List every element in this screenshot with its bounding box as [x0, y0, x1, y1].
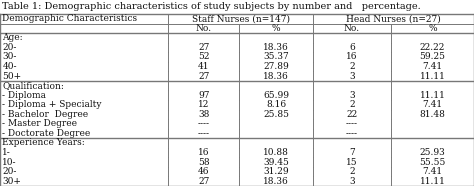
- Text: Staff Nurses (n=147): Staff Nurses (n=147): [191, 14, 290, 23]
- Text: 8.16: 8.16: [266, 100, 286, 109]
- Text: 27: 27: [198, 72, 210, 81]
- Text: 25.93: 25.93: [419, 148, 446, 157]
- Text: ----: ----: [198, 119, 210, 128]
- Text: 15: 15: [346, 158, 358, 167]
- Text: 38: 38: [198, 110, 210, 119]
- Text: - Master Degree: - Master Degree: [2, 119, 77, 128]
- Text: 7.41: 7.41: [422, 167, 443, 176]
- Text: 27: 27: [198, 43, 210, 52]
- Text: 2: 2: [349, 100, 355, 109]
- Text: 18.36: 18.36: [263, 177, 289, 186]
- Text: 27: 27: [198, 177, 210, 186]
- Text: 7: 7: [349, 148, 355, 157]
- Text: 65.99: 65.99: [263, 91, 289, 100]
- Text: %: %: [272, 24, 281, 33]
- Text: 20-: 20-: [2, 167, 17, 176]
- Text: 10-: 10-: [2, 158, 17, 167]
- Text: 41: 41: [198, 62, 210, 71]
- Text: ----: ----: [346, 129, 358, 138]
- Text: 11.11: 11.11: [419, 91, 446, 100]
- Text: 50+: 50+: [2, 72, 21, 81]
- Text: Experience Years:: Experience Years:: [2, 139, 85, 147]
- Text: 25.85: 25.85: [263, 110, 289, 119]
- Text: 2: 2: [349, 167, 355, 176]
- Text: ----: ----: [198, 129, 210, 138]
- Text: 20-: 20-: [2, 43, 17, 52]
- Text: 18.36: 18.36: [263, 43, 289, 52]
- Text: 11.11: 11.11: [419, 72, 446, 81]
- Text: 11.11: 11.11: [419, 177, 446, 186]
- Text: 16: 16: [198, 148, 210, 157]
- Text: 7.41: 7.41: [422, 100, 443, 109]
- Text: 30-: 30-: [2, 52, 17, 61]
- Text: Demographic Characteristics: Demographic Characteristics: [2, 14, 137, 23]
- Text: - Bachelor  Degree: - Bachelor Degree: [2, 110, 89, 119]
- Text: 35.37: 35.37: [263, 52, 289, 61]
- Text: No.: No.: [344, 24, 360, 33]
- Text: 7.41: 7.41: [422, 62, 443, 71]
- Text: 58: 58: [198, 158, 210, 167]
- Text: 10.88: 10.88: [263, 148, 289, 157]
- Text: 12: 12: [198, 100, 210, 109]
- Text: - Doctorate Degree: - Doctorate Degree: [2, 129, 91, 138]
- Text: 52: 52: [198, 52, 210, 61]
- Text: 30+: 30+: [2, 177, 21, 186]
- Text: 22.22: 22.22: [420, 43, 445, 52]
- Text: 22: 22: [346, 110, 357, 119]
- Text: Head Nurses (n=27): Head Nurses (n=27): [346, 14, 441, 23]
- Text: No.: No.: [196, 24, 212, 33]
- Text: Qualification:: Qualification:: [2, 81, 64, 90]
- Text: 39.45: 39.45: [263, 158, 289, 167]
- Text: 2: 2: [349, 62, 355, 71]
- Text: 55.55: 55.55: [419, 158, 446, 167]
- Text: Table 1: Demographic characteristics of study subjects by number and   percentag: Table 1: Demographic characteristics of …: [2, 2, 421, 11]
- Text: 16: 16: [346, 52, 358, 61]
- Text: 81.48: 81.48: [419, 110, 446, 119]
- Text: 3: 3: [349, 91, 355, 100]
- Text: Age:: Age:: [2, 33, 23, 42]
- Text: 46: 46: [198, 167, 210, 176]
- Text: 3: 3: [349, 72, 355, 81]
- Text: 18.36: 18.36: [263, 72, 289, 81]
- Text: 97: 97: [198, 91, 210, 100]
- Text: 31.29: 31.29: [263, 167, 289, 176]
- Text: 40-: 40-: [2, 62, 17, 71]
- Text: - Diploma: - Diploma: [2, 91, 46, 100]
- Text: 27.89: 27.89: [263, 62, 289, 71]
- Text: - Diploma + Specialty: - Diploma + Specialty: [2, 100, 102, 109]
- Text: %: %: [428, 24, 437, 33]
- Text: 59.25: 59.25: [419, 52, 446, 61]
- Text: 1-: 1-: [2, 148, 11, 157]
- Text: 3: 3: [349, 177, 355, 186]
- Text: 6: 6: [349, 43, 355, 52]
- Text: ----: ----: [346, 119, 358, 128]
